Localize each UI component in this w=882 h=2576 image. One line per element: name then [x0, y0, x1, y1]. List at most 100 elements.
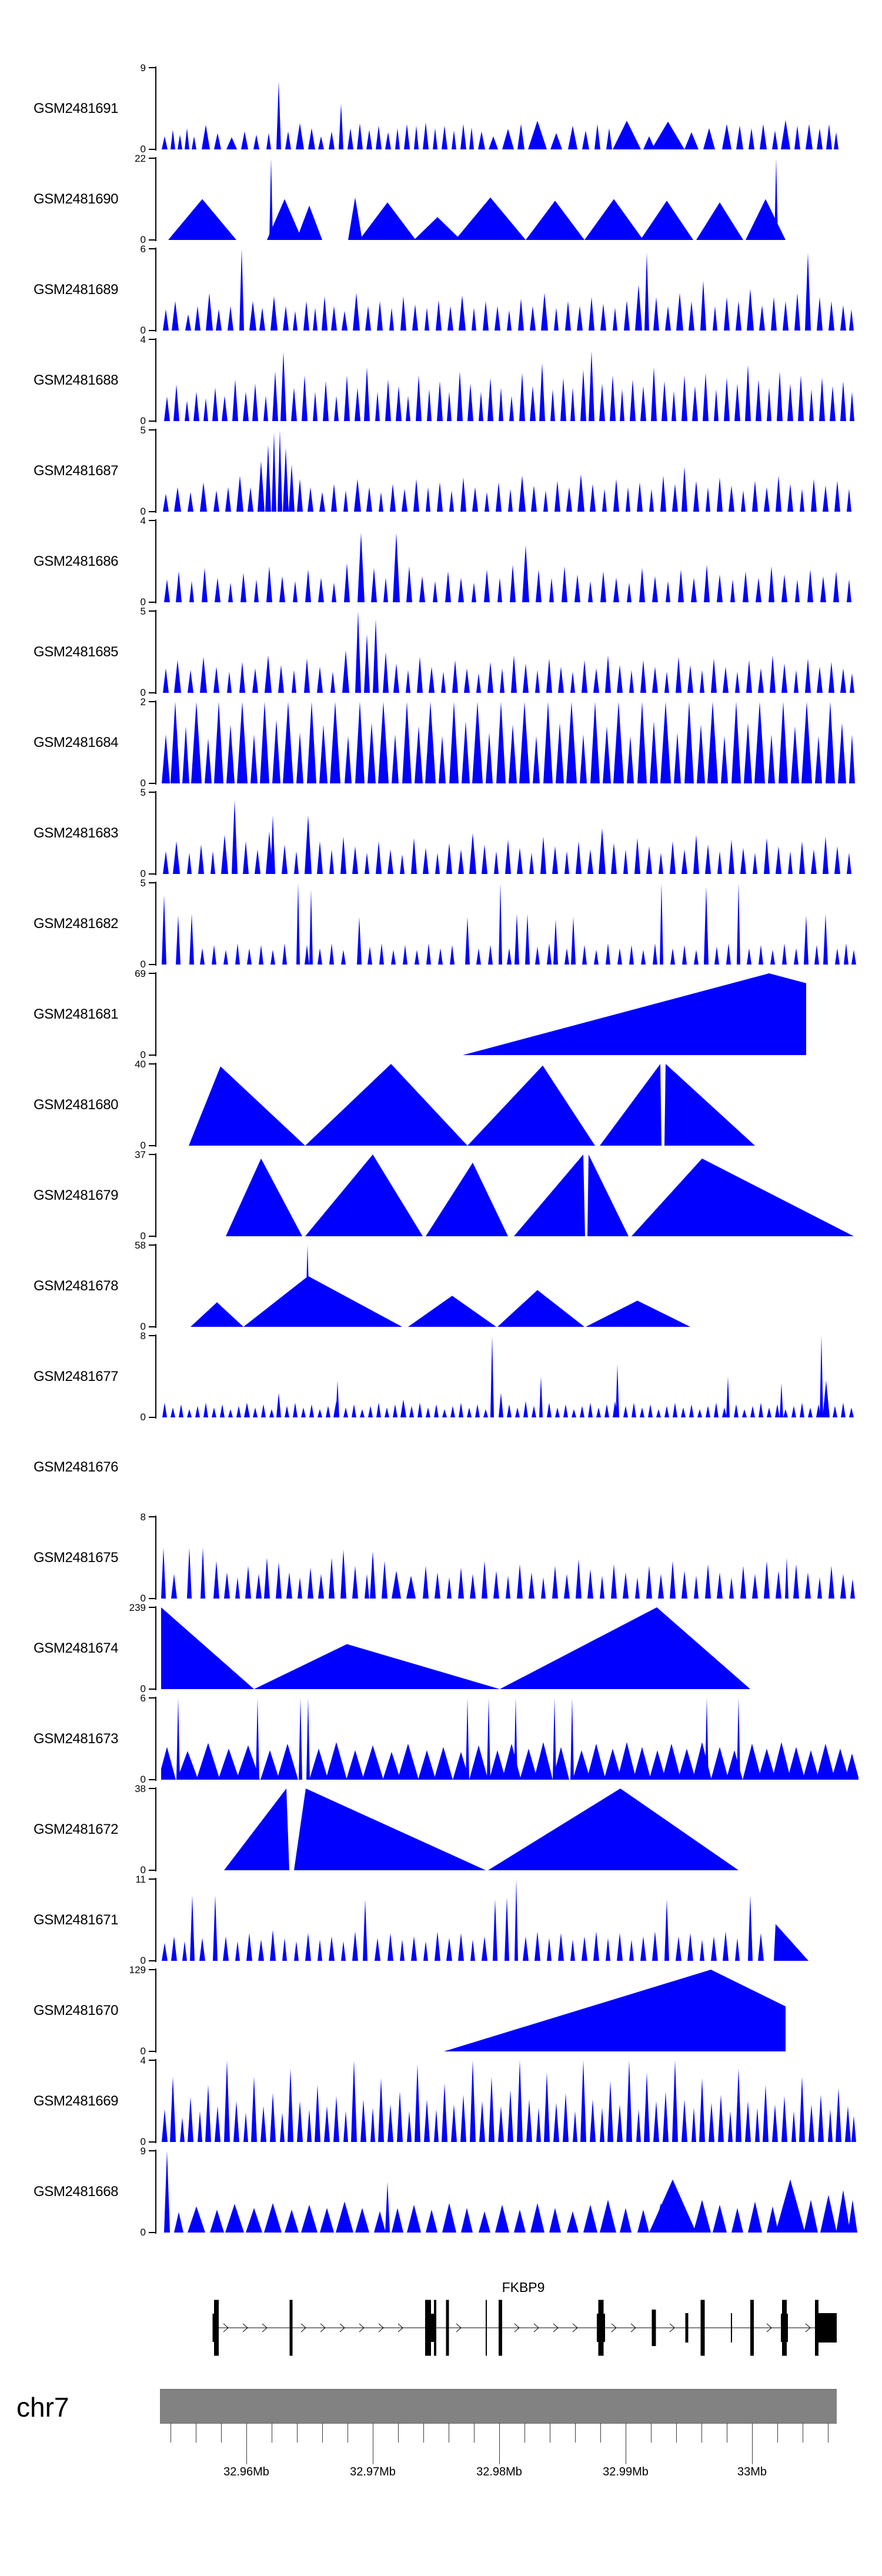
coverage-peak: [517, 2060, 523, 2142]
coverage-peak: [747, 289, 754, 331]
coverage-peak: [703, 128, 715, 149]
coverage-peak: [530, 306, 536, 331]
track-label: GSM2481668: [34, 2184, 119, 2200]
y-axis-zero-label: 0: [140, 2227, 146, 2238]
coverage-peak: [348, 128, 353, 149]
coverage-peak: [803, 1750, 819, 1780]
coverage-peak: [681, 1570, 687, 1599]
coverage-peak: [258, 461, 265, 512]
coverage-area-chart: [164, 351, 854, 421]
coverage-peak: [436, 300, 442, 331]
coverage-peak: [639, 568, 645, 602]
coverage-peak: [269, 1409, 274, 1417]
coverage-peak: [649, 489, 654, 512]
coverage-peak: [278, 430, 282, 512]
coverage-area-chart: [168, 158, 786, 240]
coverage-peak: [460, 2094, 466, 2142]
y-axis-zero-label: 0: [140, 1593, 146, 1604]
coverage-peak: [616, 1364, 619, 1417]
coverage-peak: [731, 2208, 743, 2233]
coverage-peak: [847, 489, 851, 512]
coverage-peak: [779, 702, 788, 783]
coverage-peak: [296, 205, 322, 240]
coverage-peak: [447, 1577, 452, 1599]
coverage-peak: [507, 310, 512, 331]
coverage-peak: [799, 841, 805, 874]
coverage-peak: [808, 2104, 814, 2142]
coverage-peak: [828, 301, 834, 331]
coverage-peak: [820, 1336, 823, 1417]
coverage-peak: [409, 1406, 414, 1417]
y-axis-max-label: 6: [140, 243, 146, 255]
y-axis-line: [155, 1334, 156, 1419]
coverage-peak: [479, 2101, 485, 2142]
coverage-peak: [774, 158, 778, 240]
coverage-peak: [805, 658, 811, 693]
coverage-peak: [472, 308, 476, 331]
coverage-peak: [791, 2111, 796, 2142]
coverage-peak: [644, 2072, 650, 2142]
track-label: GSM2481673: [34, 1731, 119, 1747]
coverage-peak: [236, 1745, 260, 1780]
coverage-peak: [722, 124, 731, 149]
coverage-peak: [305, 569, 311, 602]
coverage-peak: [841, 1403, 846, 1417]
coverage-peak: [599, 828, 606, 874]
coverage-peak: [652, 1931, 658, 1961]
coverage-peak: [235, 1577, 240, 1599]
coverage-peak: [205, 2084, 211, 2142]
coverage-peak: [763, 2084, 769, 2142]
coverage-peak: [442, 1409, 447, 1417]
coverage-shape: [467, 1065, 595, 1146]
coverage-peak: [526, 2099, 532, 2142]
coverage-peak: [283, 702, 293, 783]
coverage-peak: [434, 1747, 453, 1780]
coverage-peak: [237, 702, 248, 783]
coverage-peak: [407, 2204, 421, 2233]
coverage-peak: [313, 308, 318, 331]
coverage-peak: [670, 841, 676, 874]
coverage-peak: [176, 915, 181, 965]
coverage-peak: [490, 1336, 494, 1417]
coverage-peak: [478, 131, 485, 149]
coverage-peak: [587, 1743, 606, 1780]
coverage-peak: [536, 2107, 541, 2142]
coverage-peak: [613, 578, 619, 602]
coverage-peak: [205, 738, 212, 783]
y-axis-tick: [149, 2141, 155, 2143]
y-axis-tick: [149, 882, 155, 883]
coverage-peak: [470, 1939, 475, 1961]
coverage-peak: [461, 2208, 473, 2233]
coverage-peak: [400, 296, 406, 331]
coverage-peak: [565, 301, 571, 331]
coverage-peak: [470, 2060, 476, 2142]
coverage-peak: [644, 252, 649, 331]
coverage-peak: [344, 375, 350, 421]
coverage-shape: [514, 1154, 585, 1236]
coverage-peak: [465, 917, 470, 965]
coverage-peak: [811, 479, 817, 512]
coverage-peak: [570, 388, 575, 421]
coverage-peak: [541, 1577, 546, 1599]
coverage-peak: [748, 2201, 762, 2233]
coverage-peak: [250, 734, 258, 783]
coverage-peak: [529, 852, 534, 874]
intron-arrow-icon: [320, 2323, 326, 2333]
coverage-peak: [317, 666, 323, 693]
y-axis-tick: [149, 1055, 155, 1056]
y-axis-line: [155, 1153, 156, 1237]
coverage-peak: [280, 351, 286, 421]
coverage-peak: [482, 1561, 487, 1599]
coverage-peak: [573, 1750, 590, 1780]
y-axis-line: [155, 882, 156, 966]
coverage-peak: [423, 122, 429, 149]
coverage-peak: [568, 125, 577, 149]
coverage-peak: [336, 1380, 339, 1417]
y-axis-zero-label: 0: [140, 778, 146, 789]
coverage-peak: [483, 301, 489, 331]
coverage-peak: [499, 388, 503, 421]
coverage-peak: [627, 736, 634, 783]
coverage-peak: [828, 662, 834, 693]
coverage-peak: [502, 129, 514, 149]
coverage-peak: [425, 308, 429, 331]
